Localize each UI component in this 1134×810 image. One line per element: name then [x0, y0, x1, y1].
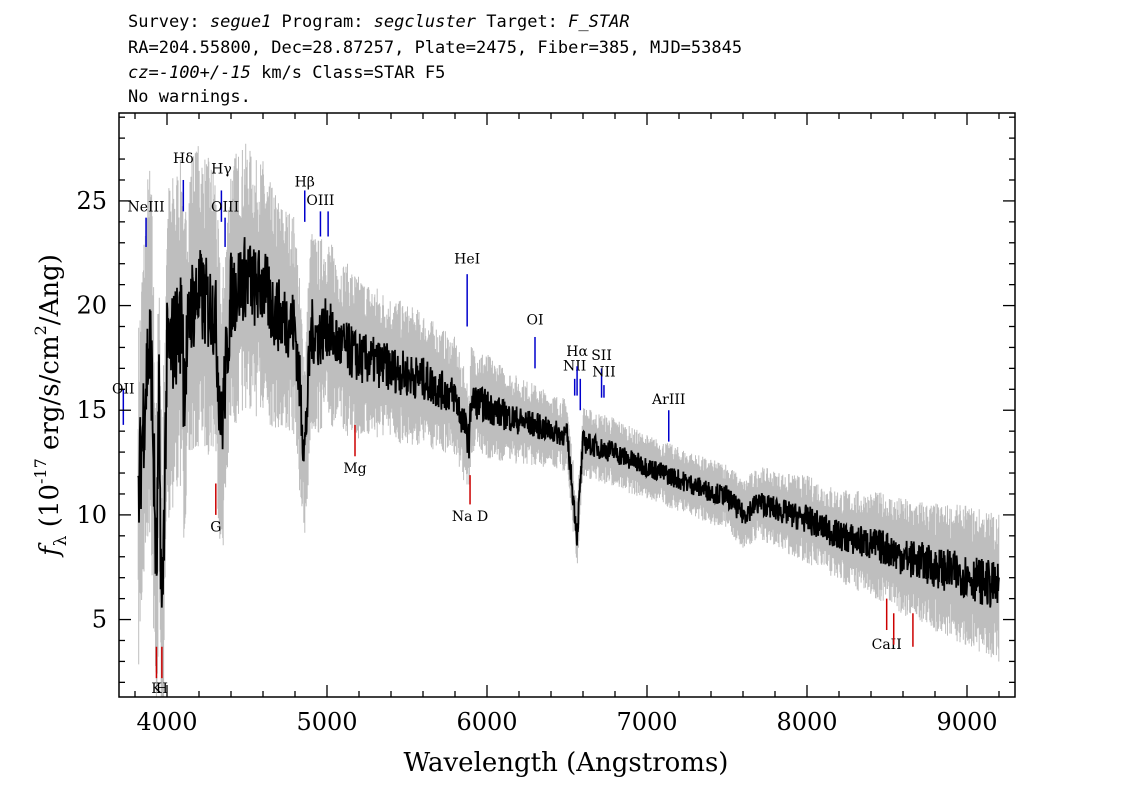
x-tick-label: 9000	[936, 708, 997, 736]
x-tick-label: 7000	[616, 708, 677, 736]
emission-line-label: NII	[563, 358, 586, 374]
emission-line-label: OI	[526, 312, 543, 328]
emission-line-label: ArIII	[651, 392, 685, 408]
emission-line-label: Hβ	[295, 174, 315, 190]
y-axis-title: fλ (10-17 erg/s/cm2/Ang)	[31, 254, 71, 558]
survey-label: Survey:	[128, 12, 210, 32]
emission-line-label: SII	[591, 348, 612, 364]
cz-units: km/s Class=STAR F5	[250, 63, 446, 83]
emission-line-label: Hα	[566, 344, 588, 360]
absorption-line-label: Na D	[452, 509, 488, 525]
absorption-line-label: Mg	[343, 461, 366, 477]
absorption-line-label: CaII	[872, 637, 902, 653]
program-label: Program:	[271, 12, 374, 32]
program-value: segcluster	[373, 12, 477, 32]
spectrum-line	[137, 237, 1000, 608]
emission-line-label: OIII	[306, 193, 334, 209]
y-tick-label: 15	[76, 396, 107, 424]
absorption-line-label: K	[151, 681, 162, 697]
target-value: F_STAR	[568, 12, 630, 32]
x-axis-title: Wavelength (Angstroms)	[404, 748, 729, 778]
y-tick-label: 10	[76, 501, 107, 529]
y-tick-label: 20	[76, 292, 107, 320]
header-line-1: Survey: segue1 Program: segcluster Targe…	[128, 12, 630, 32]
y-tick-label: 5	[92, 606, 107, 634]
cz-value: -100+/-15	[158, 63, 251, 83]
header-line-3: cz=-100+/-15 km/s Class=STAR F5	[128, 63, 445, 83]
survey-value: segue1	[209, 12, 272, 32]
target-label: Target:	[476, 12, 569, 32]
emission-line-label: OIII	[211, 199, 239, 215]
absorption-line-label: G	[210, 520, 221, 536]
x-tick-label: 6000	[456, 708, 517, 736]
emission-line-label: Hγ	[211, 162, 232, 178]
emission-line-label: Hδ	[173, 151, 194, 167]
x-tick-label: 5000	[296, 708, 357, 736]
emission-line-label: NeIII	[127, 199, 164, 215]
header-line-2: RA=204.55800, Dec=28.87257, Plate=2475, …	[128, 38, 743, 58]
emission-line-label: HeI	[454, 252, 480, 268]
absorption-line-label: H	[156, 681, 168, 697]
emission-line-label: NII	[592, 365, 615, 381]
cz-label: cz=	[128, 63, 159, 83]
y-tick-label: 25	[76, 187, 107, 215]
x-tick-label: 8000	[776, 708, 837, 736]
header-line-4: No warnings.	[128, 87, 251, 107]
x-tick-label: 4000	[136, 708, 197, 736]
plot-frame	[118, 112, 1016, 698]
